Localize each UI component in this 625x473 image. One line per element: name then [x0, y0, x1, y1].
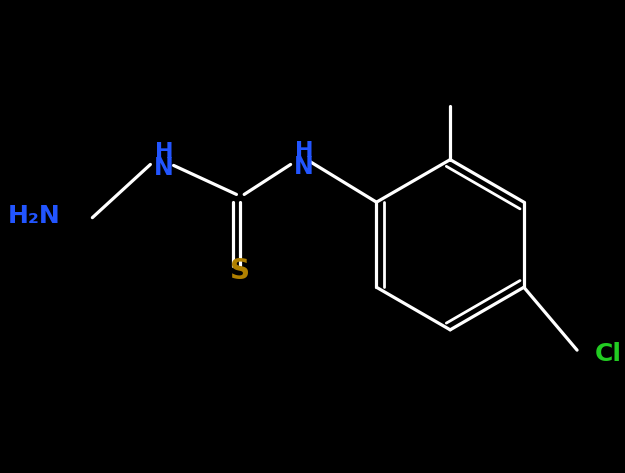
Text: Cl: Cl: [594, 342, 621, 366]
Text: H: H: [295, 141, 313, 161]
Text: S: S: [231, 257, 251, 285]
Text: H: H: [154, 142, 173, 162]
Text: N: N: [294, 155, 314, 179]
Text: N: N: [154, 156, 174, 180]
Text: H₂N: H₂N: [8, 204, 61, 228]
